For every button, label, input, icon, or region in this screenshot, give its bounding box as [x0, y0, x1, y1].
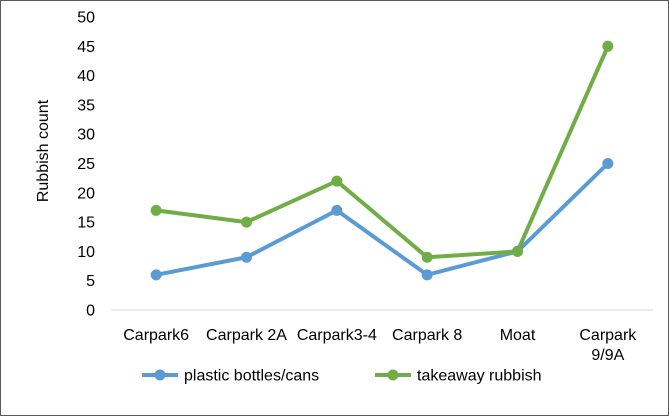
x-tick-label: Carpark 9/9A: [579, 327, 637, 364]
series-layer: [150, 40, 614, 281]
legend-label: plastic bottles/cans: [184, 368, 319, 385]
series-line: [154, 44, 610, 260]
data-point: [602, 40, 614, 52]
legend-label: takeaway rubbish: [417, 368, 542, 385]
x-axis-ticks: Carpark6 Carpark 2A Carpark3-4 Carpark 8 Moa…: [123, 327, 637, 364]
x-tick-label: Moat: [500, 327, 536, 344]
data-point: [421, 269, 433, 281]
data-point: [150, 204, 162, 216]
series-line: [154, 161, 610, 277]
y-tick-label: 5: [86, 273, 95, 290]
y-tick-label: 0: [86, 303, 95, 320]
data-point: [241, 216, 252, 228]
x-tick-label: Carpark6: [123, 327, 189, 344]
y-axis-label: Rubbish count: [35, 99, 52, 202]
y-tick-label: 30: [77, 127, 95, 144]
y-tick-label: 40: [77, 68, 95, 85]
x-tick-label: Carpark3-4: [297, 327, 377, 344]
data-point: [331, 175, 343, 187]
data-point: [150, 269, 162, 281]
data-point: [512, 245, 523, 257]
y-axis-ticks: 0 5 10 15 20 25 30 35 40 45 50: [77, 10, 95, 320]
data-point: [602, 158, 614, 169]
y-tick-label: 20: [77, 185, 95, 202]
y-tick-label: 10: [77, 244, 95, 261]
data-point: [241, 251, 252, 263]
y-tick-label: 15: [77, 215, 95, 232]
data-point: [421, 251, 433, 263]
y-tick-label: 35: [77, 97, 95, 114]
y-tick-label: 45: [77, 39, 95, 56]
data-point: [331, 204, 343, 216]
x-tick-label: Carpark 2A: [206, 327, 287, 344]
legend: plastic bottles/cans takeaway rubbish: [142, 368, 542, 385]
y-tick-label: 50: [77, 10, 95, 27]
x-tick-label: Carpark 8: [392, 327, 462, 344]
legend-swatch-marker: [154, 369, 166, 381]
legend-swatch-marker: [387, 369, 399, 381]
y-tick-label: 25: [77, 156, 95, 173]
